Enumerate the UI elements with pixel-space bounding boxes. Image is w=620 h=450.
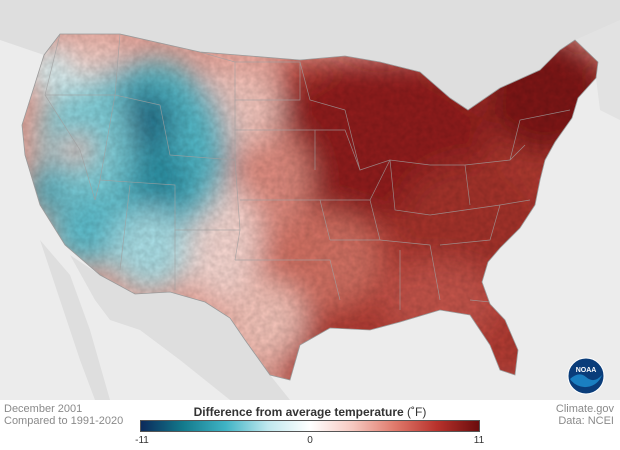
- credit-caption: Climate.gov: [555, 403, 614, 415]
- svg-text:NOAA: NOAA: [576, 367, 597, 374]
- anomaly-field: [22, 34, 598, 380]
- legend-unit: (˚F): [407, 405, 427, 419]
- legend-title: Difference from average temperature (˚F): [140, 405, 480, 419]
- legend-max-label: 11: [473, 435, 485, 446]
- legend-title-text: Difference from average temperature: [193, 405, 404, 419]
- noaa-logo: NOAA: [567, 357, 605, 395]
- surrounding-land: [0, 0, 620, 400]
- legend-min-label: -11: [135, 435, 149, 446]
- temperature-anomaly-map: [0, 0, 620, 400]
- date-caption: December 2001: [4, 403, 83, 415]
- us-outline: [21, 33, 599, 381]
- source-caption: Data: NCEI: [558, 415, 614, 427]
- map-panel: NOAA: [0, 0, 620, 400]
- legend-mid-label: 0: [307, 435, 313, 446]
- baseline-caption: Compared to 1991-2020: [4, 415, 124, 427]
- legend-color-bar: [140, 420, 480, 432]
